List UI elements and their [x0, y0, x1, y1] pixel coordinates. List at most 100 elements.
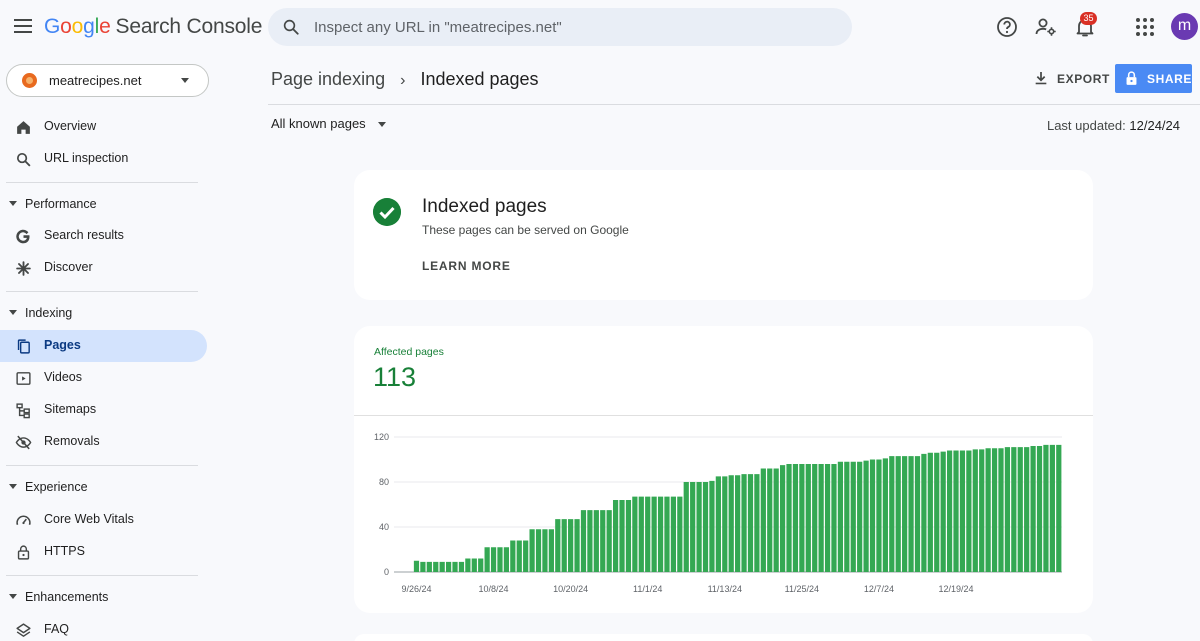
chart-bar[interactable] — [876, 459, 882, 573]
chart-bar[interactable] — [1004, 447, 1011, 572]
chart-bar[interactable] — [542, 529, 548, 572]
chart-bar[interactable] — [959, 450, 966, 573]
chart-bar[interactable] — [664, 496, 670, 572]
chart-bar[interactable] — [741, 474, 747, 572]
chart-bar[interactable] — [1043, 444, 1049, 572]
property-selector[interactable]: meatrecipes.net — [6, 64, 209, 97]
chart-bar[interactable] — [895, 456, 901, 572]
chart-bar[interactable] — [805, 464, 811, 572]
chart-bar[interactable] — [612, 500, 619, 572]
chart-bar[interactable] — [696, 482, 702, 572]
chart-bar[interactable] — [516, 540, 522, 573]
chart-bar[interactable] — [767, 468, 773, 573]
chart-bar[interactable] — [972, 449, 978, 572]
breadcrumb-page-indexing[interactable]: Page indexing — [271, 69, 386, 89]
chart-bar[interactable] — [445, 561, 452, 572]
chart-bar[interactable] — [985, 448, 991, 572]
chart-bar[interactable] — [946, 450, 953, 573]
chart-bar[interactable] — [1036, 446, 1043, 572]
chart-bar[interactable] — [824, 464, 831, 572]
chart-bar[interactable] — [574, 519, 580, 572]
chart-bar[interactable] — [722, 476, 728, 572]
search-input[interactable] — [314, 8, 834, 46]
chart-bar[interactable] — [702, 482, 709, 572]
chart-bar[interactable] — [850, 461, 856, 572]
chart-bar[interactable] — [523, 540, 529, 573]
chart-bar[interactable] — [869, 459, 876, 573]
chart-bar[interactable] — [638, 496, 644, 572]
sidebar-item-faq[interactable]: FAQ — [0, 614, 207, 641]
chart-bar[interactable] — [625, 500, 632, 572]
chart-bar[interactable] — [940, 451, 946, 572]
chart-bar[interactable] — [979, 449, 985, 572]
chart-bar[interactable] — [555, 519, 561, 572]
chart-bar[interactable] — [1024, 447, 1030, 572]
learn-more-link[interactable]: LEARN MORE — [422, 259, 511, 273]
chart-bar[interactable] — [991, 448, 998, 572]
sidebar-item-url-inspection[interactable]: URL inspection — [0, 143, 207, 175]
chart-bar[interactable] — [413, 560, 420, 572]
chart-bar[interactable] — [812, 464, 818, 572]
chart-bar[interactable] — [632, 496, 638, 572]
chart-bar[interactable] — [799, 464, 805, 572]
chart-bar[interactable] — [677, 496, 683, 572]
sidebar-item-core-web-vitals[interactable]: Core Web Vitals — [0, 504, 207, 536]
url-inspect-search[interactable] — [268, 8, 852, 46]
chart-bar[interactable] — [645, 496, 651, 572]
chart-bar[interactable] — [433, 561, 439, 572]
chart-bar[interactable] — [889, 456, 895, 572]
chart-bar[interactable] — [953, 450, 959, 573]
sidebar-item-sitemaps[interactable]: Sitemaps — [0, 394, 207, 426]
export-button[interactable]: EXPORT — [1030, 66, 1109, 92]
sidebar-item-overview[interactable]: Overview — [0, 111, 207, 143]
section-indexing[interactable]: Indexing — [0, 298, 207, 328]
chart-bar[interactable] — [619, 500, 625, 572]
share-button[interactable]: SHARE — [1115, 64, 1192, 93]
chart-bar[interactable] — [966, 450, 972, 573]
chart-bar[interactable] — [606, 510, 612, 572]
chart-bar[interactable] — [914, 456, 921, 572]
chart-bar[interactable] — [735, 475, 741, 572]
chart-bar[interactable] — [779, 465, 786, 572]
chart-bar[interactable] — [529, 529, 535, 572]
chart-bar[interactable] — [690, 482, 696, 572]
chart-bar[interactable] — [760, 468, 766, 573]
chart-bar[interactable] — [561, 519, 567, 572]
chart-bar[interactable] — [792, 464, 799, 572]
chart-bar[interactable] — [420, 561, 426, 572]
chart-bar[interactable] — [728, 475, 734, 572]
sidebar-item-videos[interactable]: Videos — [0, 362, 207, 394]
chart-bar[interactable] — [458, 561, 465, 572]
chart-bar[interactable] — [786, 464, 792, 572]
chart-bar[interactable] — [651, 496, 657, 572]
help-icon[interactable] — [995, 15, 1019, 39]
chart-bar[interactable] — [600, 510, 606, 572]
sidebar-item-pages[interactable]: Pages — [0, 330, 207, 362]
page-filter-dropdown[interactable]: All known pages — [271, 115, 386, 137]
chart-bar[interactable] — [837, 461, 844, 572]
section-enhancements[interactable]: Enhancements — [0, 582, 207, 612]
manage-users-icon[interactable] — [1034, 15, 1058, 39]
chart-bar[interactable] — [580, 510, 587, 572]
chart-bar[interactable] — [1030, 446, 1036, 572]
chart-bar[interactable] — [471, 558, 477, 573]
chart-bar[interactable] — [1011, 447, 1017, 572]
chart-bar[interactable] — [683, 482, 689, 572]
chart-bar[interactable] — [503, 547, 510, 572]
chart-bar[interactable] — [439, 561, 445, 572]
chart-bar[interactable] — [548, 529, 554, 572]
chart-bar[interactable] — [490, 547, 497, 572]
chart-bar[interactable] — [831, 464, 837, 572]
chart-bar[interactable] — [510, 540, 516, 573]
section-performance[interactable]: Performance — [0, 189, 207, 219]
chart-bar[interactable] — [908, 456, 914, 572]
avatar[interactable]: m — [1171, 13, 1198, 40]
chart-bar[interactable] — [452, 561, 458, 572]
chart-bar[interactable] — [1049, 444, 1055, 572]
chart-bar[interactable] — [1017, 447, 1023, 572]
chart-bar[interactable] — [568, 519, 574, 572]
chart-bar[interactable] — [465, 558, 471, 573]
sidebar-item-https[interactable]: HTTPS — [0, 536, 207, 568]
chart-bar[interactable] — [902, 456, 908, 572]
sidebar-item-discover[interactable]: Discover — [0, 252, 207, 284]
